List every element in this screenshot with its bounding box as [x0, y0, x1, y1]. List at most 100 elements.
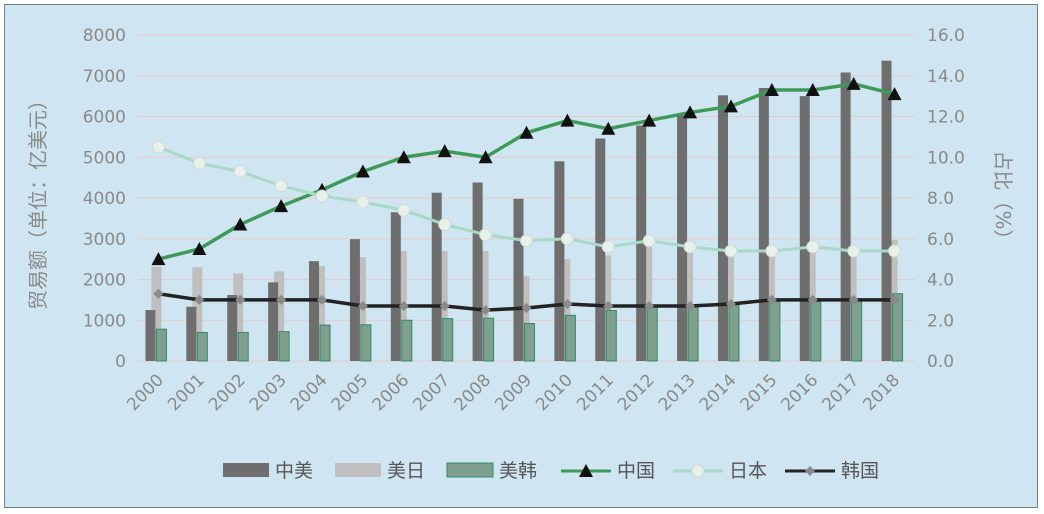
x-tick-label: 2009: [491, 370, 536, 415]
bar-美韩-2002: [237, 331, 249, 362]
bar-美韩-2014: [728, 304, 740, 362]
point-中国-2013: [683, 105, 698, 119]
point-韩国-2016: [807, 294, 818, 305]
point-日本-2009: [520, 234, 533, 248]
point-中国-2007: [437, 144, 452, 158]
y-tick-label: 1000: [83, 311, 126, 331]
bar-美韩-2016: [810, 301, 822, 362]
bar-美韩-2000: [155, 328, 167, 362]
x-tick-label: 2002: [205, 370, 250, 415]
bar-美韩-2005: [360, 324, 372, 362]
y-tick-label: 7000: [83, 67, 126, 87]
bar-中美-2013: [677, 114, 688, 362]
legend-label-美日: 美日: [387, 460, 425, 482]
point-中国-2009: [519, 125, 534, 139]
point-韩国-2003: [276, 294, 287, 305]
legend-swatch-美日: [335, 463, 381, 477]
bar-中美-2005: [349, 239, 360, 361]
point-日本-2014: [724, 244, 738, 258]
point-日本-2003: [274, 179, 288, 193]
bar-中美-2008: [472, 182, 483, 361]
point-中国-2016: [805, 83, 820, 97]
point-中国-2015: [764, 83, 779, 97]
point-中国-2000: [151, 252, 166, 266]
bar-中美-2003: [268, 282, 279, 361]
bar-美韩-2008: [483, 317, 495, 362]
x-tick-label: 2017: [818, 370, 863, 415]
x-tick-label: 2003: [246, 370, 291, 415]
point-日本-2010: [560, 232, 574, 246]
bar-中美-2018: [881, 60, 892, 362]
bar-美韩-2009: [524, 323, 535, 362]
point-韩国-2010: [562, 298, 573, 309]
x-axis: 2000200120022003200420052006200720082009…: [123, 370, 904, 415]
y2-tick-label: 10.0: [927, 148, 965, 168]
y2-tick-label: 8.0: [927, 189, 954, 209]
bar-中美-2014: [717, 95, 728, 361]
y2-tick-label: 6.0: [927, 230, 954, 250]
lines: [151, 76, 902, 316]
bar-美日-2004: [315, 266, 326, 361]
point-韩国-2011: [603, 300, 614, 311]
gridlines: [138, 34, 915, 362]
x-tick-label: 2011: [573, 370, 618, 415]
bar-中美-2004: [309, 261, 320, 361]
line-中国: [158, 82, 895, 261]
bar-中美-2007: [431, 192, 442, 361]
point-日本-2017: [847, 244, 861, 258]
x-tick-label: 2006: [369, 370, 414, 415]
bar-美日-2002: [233, 273, 244, 361]
x-tick-label: 2007: [410, 370, 455, 415]
point-韩国-2004: [317, 294, 328, 305]
x-tick-label: 2008: [450, 370, 495, 415]
legend-marker-中国: [579, 464, 593, 477]
bar-美韩-2015: [769, 301, 781, 362]
x-tick-label: 2005: [328, 370, 373, 415]
x-tick-label: 2014: [696, 370, 741, 415]
point-中国-2018: [887, 87, 902, 101]
legend-label-日本: 日本: [729, 460, 767, 482]
bar-中美-2015: [758, 87, 769, 361]
point-日本-2008: [479, 228, 493, 242]
point-韩国-2007: [439, 300, 450, 311]
y-tick-label: 0: [115, 352, 126, 372]
bar-美日-2008: [478, 250, 489, 361]
legend-label-中国: 中国: [617, 460, 655, 482]
point-日本-2002: [233, 165, 247, 179]
point-中国-2012: [642, 113, 657, 127]
point-韩国-2005: [357, 300, 368, 311]
x-tick-label: 2016: [778, 370, 823, 415]
legend-marker-日本: [691, 464, 705, 478]
point-日本-2018: [888, 244, 902, 258]
point-中国-2008: [478, 150, 493, 164]
point-中国-2003: [274, 199, 289, 213]
point-中国-2017: [846, 76, 861, 90]
chart-frame: 0 1000 2000 3000 4000 5000 6000 7000 8000 0.0 2.0…: [4, 4, 1038, 508]
legend: 中美 美日 美韩 中国 日本 韩国: [223, 460, 879, 482]
bar-美韩-2013: [687, 305, 699, 362]
bar-美韩-2007: [442, 318, 454, 362]
bar-美韩-2012: [646, 305, 658, 362]
y2-tick-label: 16.0: [927, 26, 965, 46]
point-韩国-2006: [398, 300, 409, 311]
y2-tick-label: 0.0: [927, 352, 954, 372]
y-tick-label: 8000: [83, 26, 126, 46]
y-axis-right: 0.0 2.0 4.0 6.0 8.0 10.0 12.0 14.0 16.0: [927, 26, 965, 372]
bar-中美-2011: [595, 138, 606, 361]
x-tick-label: 2018: [859, 370, 904, 415]
point-日本-2001: [192, 156, 206, 170]
point-韩国-2008: [480, 305, 491, 316]
bar-美日-2000: [151, 266, 162, 361]
bar-美韩-2018: [892, 293, 904, 362]
x-tick-label: 2001: [164, 370, 209, 415]
bar-美韩-2010: [564, 314, 576, 362]
point-日本-2013: [683, 240, 697, 254]
y-tick-label: 2000: [83, 271, 126, 291]
point-日本-2012: [642, 234, 656, 248]
y-tick-label: 5000: [83, 148, 126, 168]
point-日本-2007: [438, 217, 452, 231]
legend-marker-韩国: [805, 466, 815, 476]
point-韩国-2001: [194, 294, 205, 305]
point-韩国-2015: [766, 294, 777, 305]
bar-美日-2009: [519, 276, 530, 361]
